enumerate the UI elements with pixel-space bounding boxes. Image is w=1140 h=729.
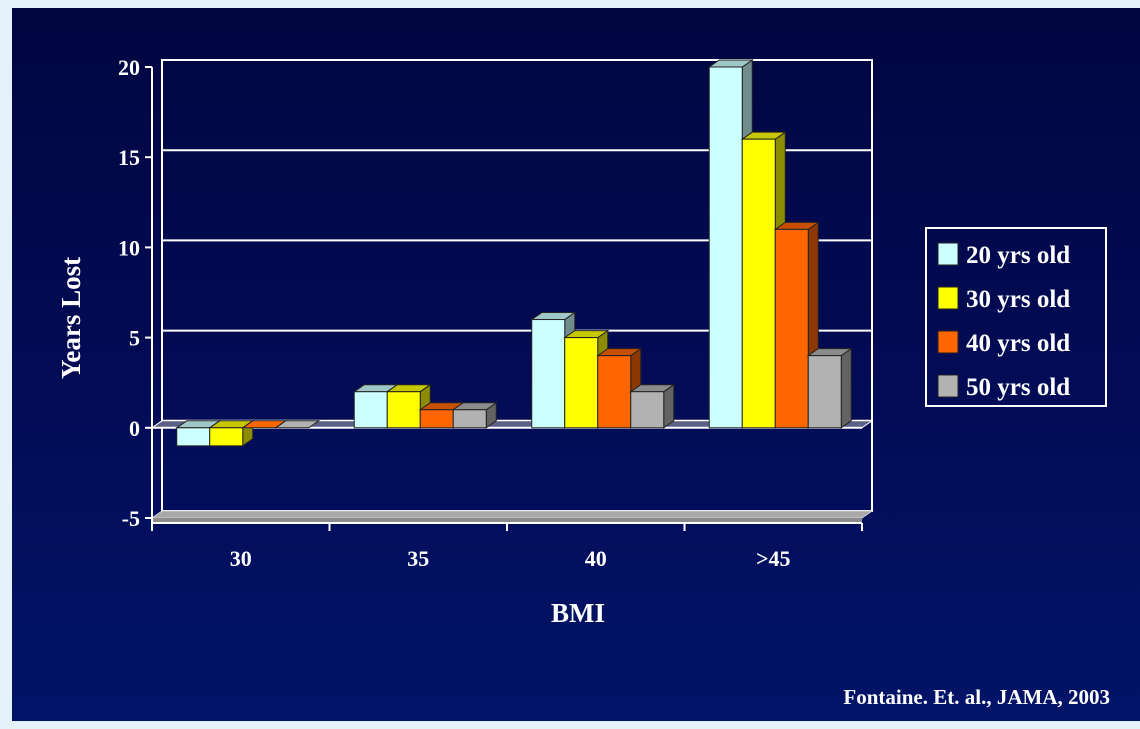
bar-front-face xyxy=(452,409,487,429)
bar-front-face xyxy=(419,409,454,429)
y-axis-title: Years Lost xyxy=(56,257,86,379)
y-tick-label: 0 xyxy=(129,416,140,441)
y-tick-labels: 20 15 10 5 0 -5 xyxy=(118,55,152,531)
bar-front-face xyxy=(531,319,566,429)
legend-box xyxy=(925,227,1107,407)
bar xyxy=(773,221,820,429)
y-tick-label: 15 xyxy=(118,145,140,170)
x-tick-labels: 30 35 40 >45 xyxy=(151,523,863,571)
y-tick-label: 20 xyxy=(118,55,140,80)
bar xyxy=(274,420,321,429)
bar-front-face xyxy=(774,228,809,429)
legend-swatch xyxy=(937,286,959,310)
bar-front-face xyxy=(353,391,388,429)
bar-front-face xyxy=(708,66,743,429)
x-tick-label: 30 xyxy=(230,546,252,571)
bar-front-face xyxy=(209,427,244,447)
bar-top-face xyxy=(274,420,321,429)
bar xyxy=(208,419,255,447)
bar xyxy=(451,401,498,429)
bar-front-face xyxy=(807,355,842,429)
legend-entry-label: 30 yrs old xyxy=(966,286,1070,313)
bar-front-face xyxy=(386,391,421,429)
x-tick-label: 40 xyxy=(585,546,607,571)
legend: 20 yrs old 30 yrs old 40 yrs old 50 yrs old xyxy=(925,227,1107,407)
bar-side-face xyxy=(840,347,852,429)
y-tick-label: 10 xyxy=(118,235,140,260)
bar xyxy=(629,383,676,429)
x-axis-title: BMI xyxy=(551,598,605,628)
bar-front-face xyxy=(176,427,211,447)
source-citation: Fontaine. Et. al., JAMA, 2003 xyxy=(843,685,1110,709)
legend-swatch xyxy=(937,242,959,266)
legend-swatch xyxy=(937,330,959,354)
chart-floor xyxy=(150,420,874,523)
y-tick-label: 5 xyxy=(129,326,140,351)
base-plane-top xyxy=(150,510,874,519)
bar-front-face xyxy=(597,355,632,429)
bar xyxy=(806,347,853,429)
legend-entry-label: 40 yrs old xyxy=(966,330,1070,357)
bar-front-face xyxy=(741,138,776,429)
legend-entry-label: 20 yrs old xyxy=(966,242,1070,269)
y-tick-label: -5 xyxy=(122,506,140,531)
bars xyxy=(175,59,853,447)
bar-front-face xyxy=(564,337,599,429)
base-plane-front xyxy=(152,518,862,523)
x-tick-label: >45 xyxy=(756,546,791,571)
bar-front-face xyxy=(630,391,665,429)
legend-entry-label: 50 yrs old xyxy=(966,374,1070,401)
legend-swatch xyxy=(937,374,959,398)
x-tick-label: 35 xyxy=(407,546,429,571)
